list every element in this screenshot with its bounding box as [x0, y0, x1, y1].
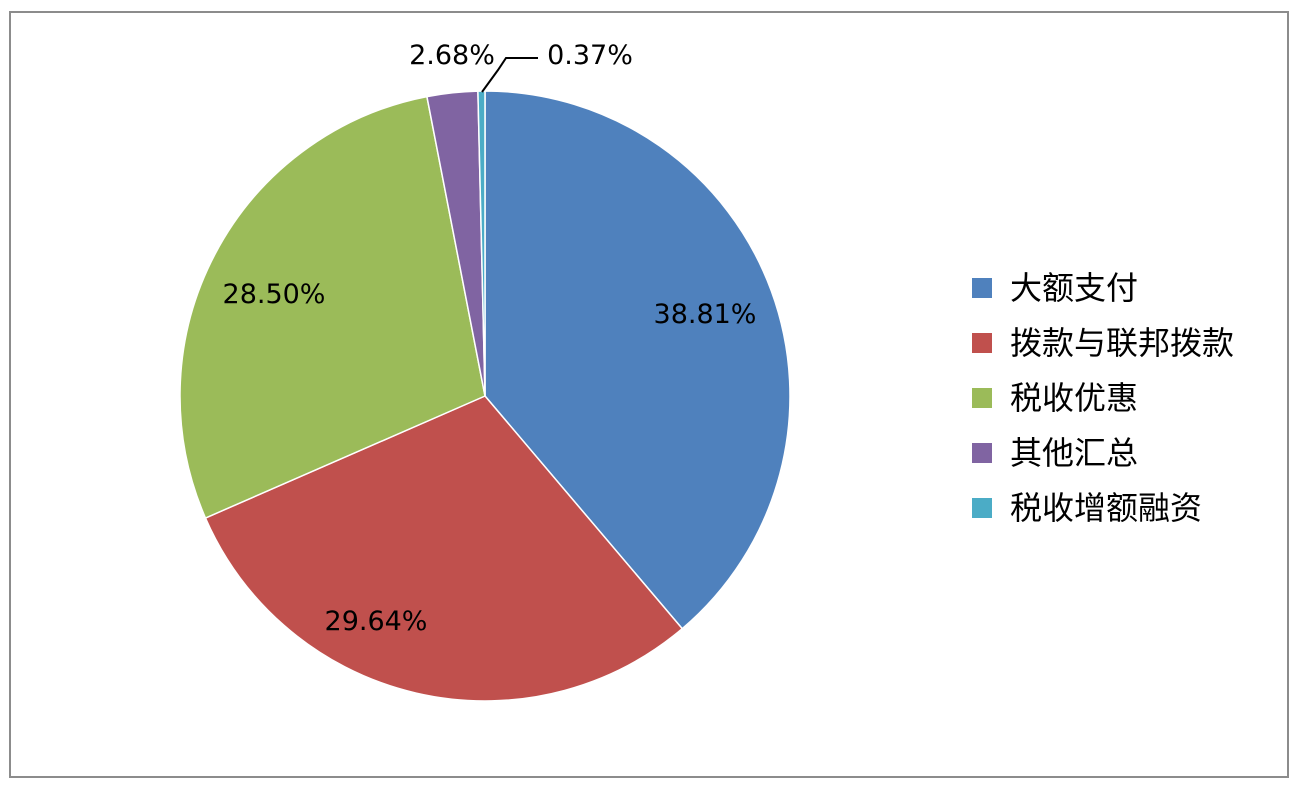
data-label-2: 29.64% — [325, 606, 428, 637]
leader-line-5 — [481, 57, 538, 93]
pie-slice-3 — [179, 95, 486, 519]
legend-label-3: 税收优惠 — [1010, 379, 1138, 417]
data-label-1: 38.81% — [654, 299, 757, 330]
pie-slices — [179, 90, 791, 702]
legend-swatch-5 — [972, 498, 992, 518]
legend-label-5: 税收增额融资 — [1010, 489, 1202, 527]
data-label-3: 28.50% — [223, 279, 326, 310]
legend-swatch-1 — [972, 278, 992, 298]
legend-label-2: 拨款与联邦拨款 — [1010, 324, 1234, 362]
legend-swatch-2 — [972, 333, 992, 353]
legend-swatch-3 — [972, 388, 992, 408]
legend-swatch-4 — [972, 443, 992, 463]
legend-label-4: 其他汇总 — [1010, 434, 1138, 472]
legend-label-1: 大额支付 — [1010, 269, 1138, 307]
pie-slice-2 — [204, 395, 684, 702]
data-labels: 38.81% 29.64% 28.50% 2.68% 0.37% — [223, 40, 757, 637]
pie-slice-1 — [484, 90, 791, 630]
data-label-5: 0.37% — [547, 40, 633, 71]
leader-lines — [481, 57, 538, 93]
pie-slice-5 — [477, 90, 486, 397]
data-label-4: 2.68% — [409, 40, 495, 71]
